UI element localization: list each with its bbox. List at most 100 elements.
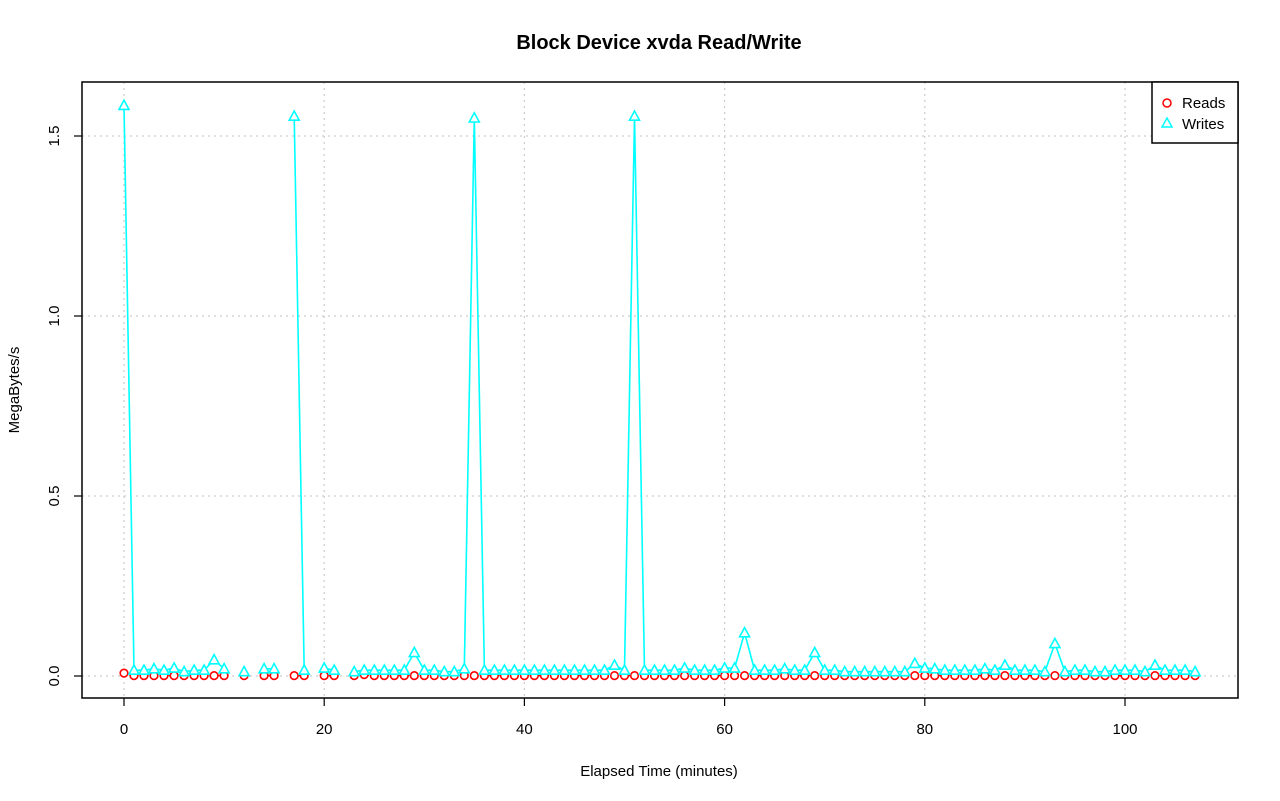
writes-point (798, 663, 812, 676)
plot-frame (81, 81, 1239, 699)
series-writes (117, 98, 1202, 677)
reads-point (409, 670, 419, 681)
writes-point (598, 663, 611, 676)
reads-point (920, 670, 930, 681)
writes-point (257, 661, 271, 674)
x-tick-label: 60 (716, 721, 733, 738)
legend-writes-label: Writes (1182, 116, 1224, 133)
writes-point (948, 663, 962, 676)
writes-point (377, 663, 391, 676)
writes-point (668, 663, 681, 676)
x-tick-label: 0 (120, 721, 128, 738)
writes-point (347, 664, 361, 677)
writes-point (157, 663, 171, 676)
writes-point (988, 663, 1002, 676)
writes-point (698, 663, 711, 676)
writes-point (578, 663, 591, 676)
writes-point (357, 663, 371, 676)
y-tick-label: 1.5 (46, 126, 63, 147)
reads-point (719, 670, 730, 681)
writes-point (808, 645, 822, 658)
reads-point (910, 670, 920, 681)
reads-point (319, 670, 329, 681)
writes-point (758, 663, 771, 676)
writes-point (648, 663, 661, 676)
writes-point (427, 663, 441, 676)
writes-point (1188, 664, 1202, 677)
writes-point (1168, 663, 1182, 676)
y-tick-label: 0.0 (46, 666, 63, 687)
writes-point (407, 645, 421, 658)
reads-point (1150, 670, 1160, 681)
writes-point (217, 661, 231, 674)
writes-point (397, 663, 411, 676)
legend-reads-label: Reads (1182, 95, 1225, 112)
x-tick-label: 80 (916, 721, 933, 738)
reads-point (119, 668, 129, 678)
writes-point (137, 663, 151, 676)
writes-point (548, 663, 561, 676)
writes-point (127, 663, 141, 676)
writes-point (558, 663, 571, 676)
legend-writes-marker (1160, 116, 1174, 128)
y-tick-label: 0.5 (46, 486, 63, 507)
writes-point (1058, 664, 1072, 677)
axes: 0 20 40 60 80 100 0.0 0.5 1.0 1.5 (46, 126, 1138, 738)
writes-point (908, 656, 922, 669)
writes-point (327, 663, 341, 676)
writes-point (1068, 663, 1082, 676)
writes-point (177, 664, 191, 677)
writes-point (1098, 664, 1112, 677)
writes-point (488, 663, 501, 676)
writes-point (287, 109, 301, 121)
writes-point (888, 664, 902, 677)
writes-point (928, 661, 942, 674)
writes-point (447, 664, 461, 677)
writes-point (1108, 663, 1122, 676)
x-tick-label: 100 (1112, 721, 1137, 738)
writes-point (508, 663, 521, 676)
writes-point (1118, 663, 1132, 676)
y-axis-label: MegaBytes/s (6, 347, 23, 434)
writes-point (267, 661, 281, 674)
reads-point (169, 670, 179, 681)
writes-point (818, 663, 832, 676)
writes-point (918, 661, 932, 673)
writes-point (878, 664, 892, 677)
writes-point (608, 658, 621, 671)
reads-point (609, 670, 620, 681)
writes-point (1088, 664, 1102, 677)
writes-point (1138, 664, 1152, 677)
reads-point (1050, 670, 1060, 681)
writes-point (618, 663, 631, 676)
writes-point (738, 625, 751, 638)
legend-reads-marker (1162, 98, 1172, 108)
writes-point (117, 98, 131, 111)
writes-point (1008, 663, 1022, 676)
writes-point (437, 664, 451, 677)
writes-point (207, 652, 221, 665)
reads-point (629, 670, 640, 681)
writes-point (588, 663, 601, 676)
writes-point (658, 663, 671, 676)
reads-point (739, 670, 750, 681)
writes-point (498, 663, 511, 676)
writes-line (293, 116, 305, 671)
writes-point (187, 663, 201, 676)
writes-point (768, 663, 781, 676)
writes-point (1078, 663, 1092, 676)
writes-point (528, 663, 541, 676)
writes-point (367, 663, 381, 676)
x-axis-label: Elapsed Time (minutes) (580, 763, 738, 780)
reads-point (469, 670, 479, 681)
writes-point (628, 109, 641, 121)
writes-point (478, 663, 491, 676)
reads-point (1000, 670, 1010, 681)
series-layer (117, 98, 1202, 681)
writes-point (417, 663, 431, 676)
writes-point (1038, 664, 1052, 677)
y-tick-label: 1.0 (46, 306, 63, 327)
writes-point (1148, 658, 1162, 671)
legend: Reads Writes (1151, 81, 1239, 144)
writes-point (778, 661, 792, 674)
